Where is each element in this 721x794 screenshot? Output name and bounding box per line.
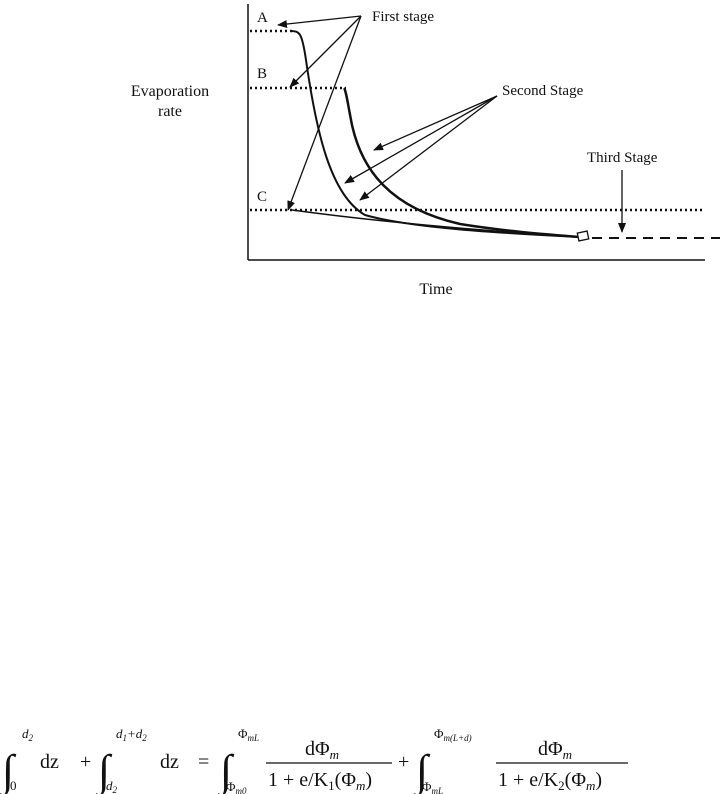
int3-lower: Φm0 xyxy=(226,779,247,794)
third-stage-label: Third Stage xyxy=(587,150,658,166)
second-stage-arrow-1 xyxy=(373,95,498,151)
curve-c xyxy=(291,209,581,238)
level-label-b: B xyxy=(257,66,267,82)
equals-sign: = xyxy=(198,751,209,773)
transition-marker xyxy=(576,230,590,242)
y-axis-label-line2: rate xyxy=(158,103,182,120)
frac2-numerator: dΦm xyxy=(538,738,572,762)
int4-lower: ΦmL xyxy=(422,779,443,794)
first-stage-arrow-b xyxy=(289,15,362,88)
first-stage-arrow-c xyxy=(287,15,362,211)
second-stage-label: Second Stage xyxy=(502,83,584,99)
int1-lower: 0 xyxy=(10,778,17,793)
frac1-numerator: dΦm xyxy=(305,738,339,762)
second-stage-arrow-2 xyxy=(344,95,498,184)
first-stage-arrow-a xyxy=(277,15,362,29)
int2-upper: d1+d2 xyxy=(116,726,147,743)
curve-b xyxy=(342,87,581,239)
equation: ∫ d2 0 dz + ∫ d1+d2 d2 dz = ∫ ΦmL Φm0 dΦ… xyxy=(0,726,628,794)
integral-sign-4: ∫ xyxy=(413,746,431,794)
x-axis-label: Time xyxy=(419,281,452,298)
plus-1: + xyxy=(80,751,91,773)
int1-upper: d2 xyxy=(22,726,34,743)
integral-sign-1: ∫ xyxy=(0,746,17,794)
y-axis-label-line1: Evaporation xyxy=(131,83,209,100)
first-stage-label: First stage xyxy=(372,9,434,25)
frac1-denominator: 1 + e/K1(Φm) xyxy=(268,769,372,793)
level-label-a: A xyxy=(257,10,268,26)
curve-a xyxy=(289,30,581,238)
int2-lower: d2 xyxy=(106,778,118,794)
integral-sign-2: ∫ xyxy=(95,746,113,794)
integral-sign-3: ∫ xyxy=(217,746,235,794)
plus-2: + xyxy=(398,751,409,773)
second-stage-arrow-3 xyxy=(359,95,498,201)
level-label-c: C xyxy=(257,189,267,205)
int3-upper: ΦmL xyxy=(238,726,259,743)
int1-dz: dz xyxy=(40,751,59,773)
frac2-denominator: 1 + e/K2(Φm) xyxy=(498,769,602,793)
int2-dz: dz xyxy=(160,751,179,773)
int4-upper: Φm(L+d) xyxy=(434,726,472,743)
